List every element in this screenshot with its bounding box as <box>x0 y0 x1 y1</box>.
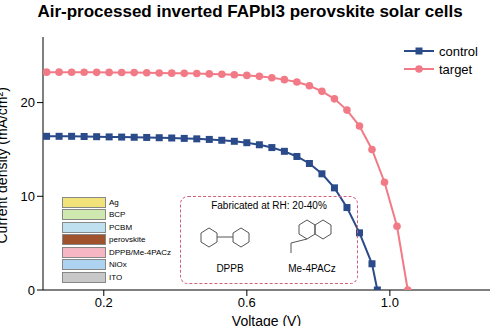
svg-text:1.0: 1.0 <box>381 295 399 310</box>
html-text:Ag: Ag <box>109 197 119 207</box>
html-text:Fabricated at RH: 20-40%: Fabricated at RH: 20-40% <box>211 200 327 211</box>
svg-text:Voltage (V): Voltage (V) <box>232 313 301 326</box>
html-text:BCP: BCP <box>109 210 126 220</box>
svg-text:0.6: 0.6 <box>238 295 256 310</box>
svg-text:0.2: 0.2 <box>95 295 113 310</box>
html-text:perovskite: perovskite <box>109 235 146 245</box>
svg-text:0: 0 <box>28 283 35 298</box>
svg-text:10: 10 <box>21 189 35 204</box>
html-text:target: target <box>439 61 473 77</box>
html-text:control: control <box>439 43 478 59</box>
html-text:ITO: ITO <box>109 272 123 282</box>
html-text:Me-4PACz: Me-4PACz <box>288 263 336 274</box>
svg-text:Current density (mA/cm²): Current density (mA/cm²) <box>0 87 10 243</box>
html-text:NiOx: NiOx <box>109 260 127 270</box>
svg-text:20: 20 <box>21 95 35 110</box>
html-text:DPPB/Me-4PACz: DPPB/Me-4PACz <box>109 247 172 257</box>
html-text:PCBM: PCBM <box>109 222 133 232</box>
html-text:Air-processed inverted FAPbI3: Air-processed inverted FAPbI3 perovskite… <box>37 2 463 21</box>
html-text:DPPB: DPPB <box>216 263 244 274</box>
